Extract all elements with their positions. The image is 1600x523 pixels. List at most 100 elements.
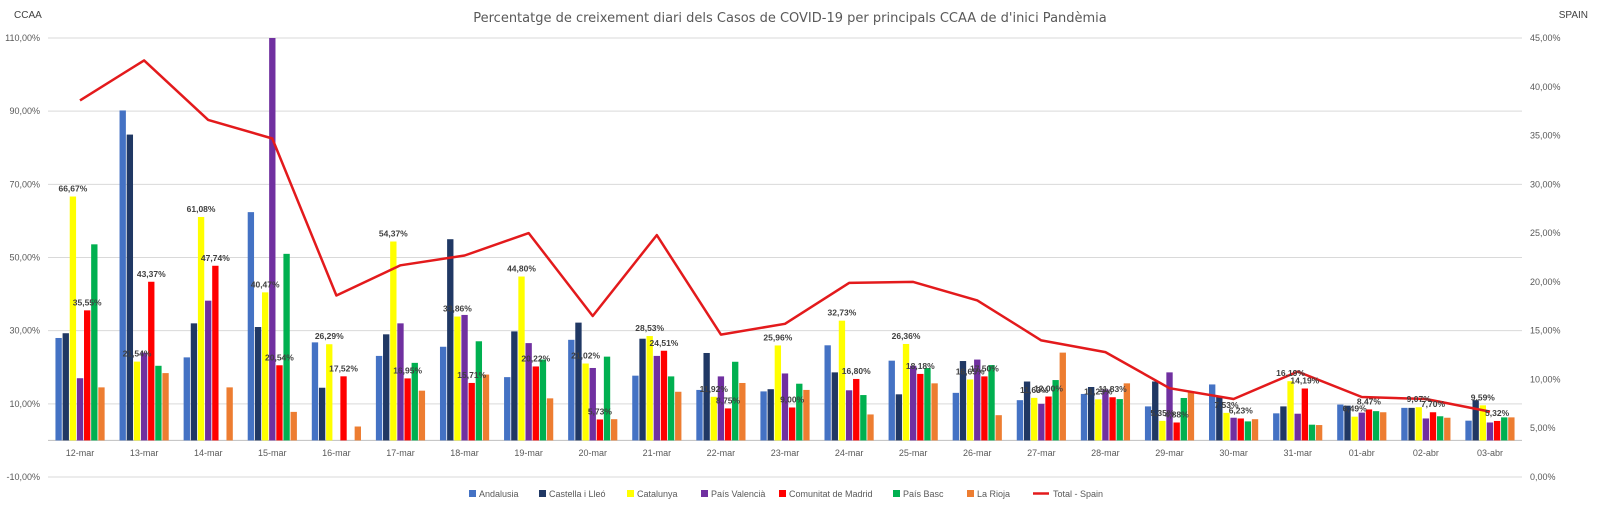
category-label: 16-mar: [322, 448, 351, 458]
left-tick-label: 110,00%: [5, 33, 40, 43]
category-label: 20-mar: [578, 448, 607, 458]
bar: [788, 407, 796, 441]
data-label: 9,59%: [1471, 392, 1496, 402]
bar: [1380, 412, 1387, 441]
category-label: 28-mar: [1091, 448, 1120, 458]
legend-entry: Andalusia: [479, 489, 519, 499]
legend-entry: País Basc: [903, 489, 944, 499]
bar: [1209, 384, 1216, 441]
bar: [1337, 404, 1344, 441]
legend-swatch: [893, 490, 900, 497]
bar: [1038, 403, 1045, 441]
bar: [974, 359, 981, 441]
bar: [1102, 389, 1109, 441]
left-tick-label: -10,00%: [6, 472, 40, 482]
data-label: 17,52%: [329, 363, 358, 373]
bar: [653, 355, 660, 441]
bar: [959, 361, 967, 441]
bar: [1187, 391, 1195, 441]
bar: [1408, 407, 1415, 441]
legend-entry: Comunitat de Madrid: [789, 489, 873, 499]
data-label: 15,71%: [457, 370, 486, 380]
right-tick-label: 40,00%: [1530, 82, 1561, 92]
legend-swatch: [701, 490, 708, 497]
legend: Andalusia Castella i Lleó Catalunya País Va…: [469, 489, 1103, 499]
bar: [511, 331, 518, 441]
gridlines: [48, 37, 1522, 478]
bar: [1087, 387, 1095, 441]
right-axis-ticks: 0,00% 5,00% 10,00% 15,00% 20,00% 25,00% 30,00%…: [1530, 33, 1561, 482]
bar: [710, 396, 717, 441]
bar: [69, 196, 77, 441]
bar: [84, 310, 91, 441]
bar: [98, 387, 105, 441]
bar: [504, 377, 511, 441]
bar: [995, 415, 1002, 441]
category-label: 01-abr: [1349, 448, 1375, 458]
bar: [1223, 412, 1230, 441]
category-label: 14-mar: [194, 448, 223, 458]
data-labels: 66,67% 35,55% 21,54% 43,37% 61,08% 47,74% 40,4…: [58, 184, 1509, 420]
legend-entry: Castella i Lleó: [549, 489, 606, 499]
left-axis-ticks: -10,00% 10,00% 30,00% 50,00% 70,00% 90,00% 110…: [5, 33, 40, 482]
bar: [739, 382, 746, 441]
bar: [1095, 399, 1102, 441]
right-tick-label: 45,00%: [1530, 33, 1561, 43]
bar: [1508, 417, 1515, 441]
left-tick-label: 50,00%: [9, 253, 40, 263]
bar: [845, 390, 853, 441]
bar: [55, 337, 62, 441]
bar: [126, 134, 134, 441]
left-tick-label: 30,00%: [9, 326, 40, 336]
data-label: 12,00%: [1034, 384, 1063, 394]
bar: [411, 362, 418, 441]
bar: [375, 355, 383, 441]
bar: [468, 382, 475, 441]
bar: [1273, 413, 1280, 441]
category-label: 13-mar: [130, 448, 159, 458]
bar: [660, 350, 668, 441]
data-label: 6,49%: [1343, 404, 1368, 414]
bar: [1144, 406, 1152, 441]
total-spain-line: [79, 59, 1491, 413]
bar: [439, 346, 447, 441]
bar: [1152, 381, 1159, 441]
bar: [290, 411, 297, 441]
category-label: 29-mar: [1155, 448, 1184, 458]
bar: [269, 38, 276, 441]
bar: [447, 239, 454, 441]
bar: [1166, 372, 1173, 441]
bar: [390, 241, 397, 441]
data-label: 8,75%: [716, 395, 741, 405]
bar: [354, 426, 361, 441]
bar: [311, 342, 319, 441]
category-label: 22-mar: [707, 448, 736, 458]
data-label: 16,19%: [1276, 368, 1305, 378]
category-label: 03-abr: [1477, 448, 1503, 458]
total-spain-line-group: [79, 59, 1491, 413]
bar: [1415, 407, 1422, 441]
category-label: 30-mar: [1219, 448, 1248, 458]
data-label: 24,51%: [650, 338, 679, 348]
bar: [1244, 421, 1252, 441]
bar: [1344, 405, 1351, 441]
data-label: 28,53%: [635, 323, 664, 333]
bar: [696, 389, 703, 441]
legend-swatch: [779, 490, 786, 497]
data-label: 5,32%: [1485, 408, 1510, 418]
bar: [1045, 396, 1052, 441]
data-label: 7,53%: [1214, 400, 1239, 410]
legend-swatch: [539, 490, 546, 497]
data-label: 11,63%: [1020, 385, 1049, 395]
bar: [1116, 399, 1123, 441]
category-label: 26-mar: [963, 448, 992, 458]
bar: [1365, 409, 1373, 441]
bar: [226, 387, 233, 441]
bar: [383, 334, 390, 441]
bar: [1180, 397, 1187, 441]
bar: [703, 352, 710, 441]
data-label: 26,29%: [315, 331, 344, 341]
bar: [318, 387, 326, 441]
bar: [1059, 352, 1066, 441]
